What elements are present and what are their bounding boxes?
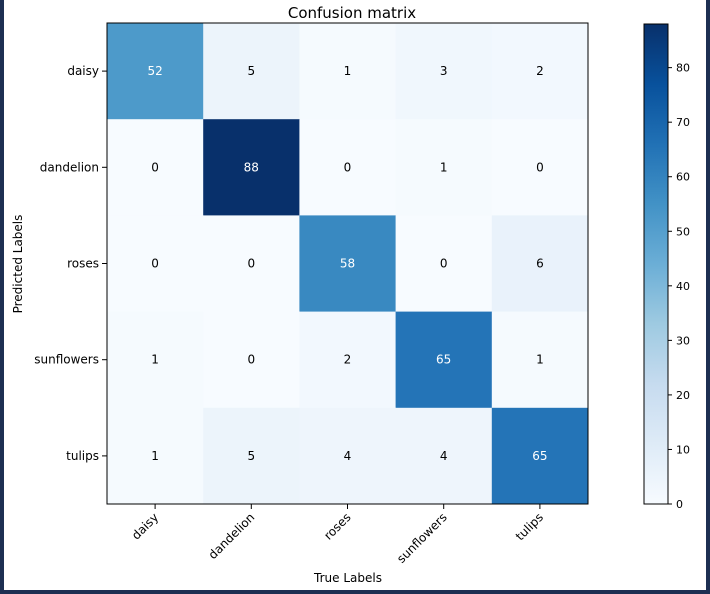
chart-title: Confusion matrix [288, 4, 416, 22]
y-tick-label: daisy [67, 64, 99, 78]
heatmap-cell [107, 407, 204, 505]
y-tick-label: tulips [66, 449, 99, 463]
heatmap-cell [299, 407, 397, 505]
x-tick-label: sunflowers [394, 510, 450, 566]
cell-value: 88 [244, 160, 259, 174]
heatmap-cell [395, 215, 493, 313]
cell-value: 1 [440, 160, 448, 174]
figure: Confusion matrix 52 5 1 3 2 0 88 0 1 0 0 0 58 0 6 1 0 2 65… [4, 0, 706, 590]
heatmap-cell [107, 119, 204, 216]
heatmap-cell [299, 311, 397, 409]
colorbar-tick-label: 10 [676, 443, 690, 456]
cell-value: 3 [440, 64, 448, 78]
heatmap-cell [107, 215, 204, 313]
heatmap-cell [107, 23, 204, 120]
heatmap-cell [107, 311, 204, 409]
y-tick-label: sunflowers [34, 353, 99, 367]
colorbar-tick-label: 50 [676, 225, 690, 238]
y-tick-label: roses [67, 257, 99, 271]
cell-value: 2 [344, 353, 352, 367]
heatmap-cell [299, 215, 397, 313]
y-axis-label: Predicted Labels [11, 215, 25, 314]
cell-value: 65 [532, 449, 547, 463]
cell-value: 0 [440, 257, 448, 271]
cell-value-labels: 52 5 1 3 2 0 88 0 1 0 0 0 58 0 6 1 0 2 65 1 1 5 4 4 65 [147, 64, 547, 463]
cell-value: 0 [151, 160, 159, 174]
cell-value: 6 [536, 257, 544, 271]
y-tick-label: dandelion [40, 160, 99, 174]
cell-value: 2 [536, 64, 544, 78]
colorbar-ticks: 0 10 20 30 40 50 60 70 80 [668, 62, 690, 511]
heatmap-cell [203, 407, 300, 505]
colorbar-tick-label: 60 [676, 171, 690, 184]
cell-value: 0 [151, 257, 159, 271]
heatmap-cell [491, 23, 589, 120]
x-tick-label: tulips [513, 510, 546, 543]
colorbar-tick-label: 70 [676, 116, 690, 129]
heatmap-cell [299, 23, 397, 120]
y-axis-ticks: daisy dandelion roses sunflowers tulips [34, 64, 107, 463]
heatmap-cell [395, 23, 493, 120]
heatmap-cell [203, 215, 300, 313]
cell-value: 4 [440, 449, 448, 463]
colorbar-tick-label: 80 [676, 62, 690, 75]
cell-value: 1 [151, 449, 159, 463]
heatmap-cell [203, 311, 300, 409]
cell-value: 5 [247, 64, 255, 78]
heatmap-cell [203, 119, 300, 216]
x-tick-label: daisy [129, 510, 161, 542]
cell-value: 0 [344, 160, 352, 174]
heatmap-cell [491, 407, 589, 505]
colorbar-tick-label: 20 [676, 389, 690, 402]
cell-value: 58 [340, 257, 355, 271]
cell-value: 52 [147, 64, 162, 78]
colorbar-tick-label: 30 [676, 334, 690, 347]
colorbar-tick-label: 40 [676, 280, 690, 293]
x-tick-label: roses [321, 510, 353, 542]
cell-value: 0 [536, 160, 544, 174]
heatmap-cell [491, 215, 589, 313]
confusion-matrix-chart: Confusion matrix 52 5 1 3 20 88 0 1 00 0 58 0 61 0 2 65… [11, 4, 690, 585]
heatmap-cell [491, 311, 589, 409]
heatmap-cell [395, 119, 493, 216]
colorbar [643, 23, 669, 505]
heatmap-cell [395, 407, 493, 505]
cell-value: 5 [247, 449, 255, 463]
cell-value: 0 [247, 257, 255, 271]
cell-value: 1 [536, 353, 544, 367]
x-axis-ticks: daisy dandelion roses sunflowers tulips [129, 504, 546, 566]
heatmap-cell [395, 311, 493, 409]
heatmap-cell [203, 23, 300, 120]
cell-value: 0 [247, 353, 255, 367]
x-tick-label: dandelion [206, 510, 258, 562]
cell-value: 65 [436, 353, 451, 367]
x-axis-label: True Labels [313, 571, 382, 585]
cell-value: 1 [151, 353, 159, 367]
heatmap-cell [491, 119, 589, 216]
cell-value: 4 [344, 449, 352, 463]
cell-value: 1 [344, 64, 352, 78]
heatmap-cell [299, 119, 397, 216]
colorbar-tick-label: 0 [676, 498, 683, 511]
heatmap-cells [107, 23, 589, 505]
